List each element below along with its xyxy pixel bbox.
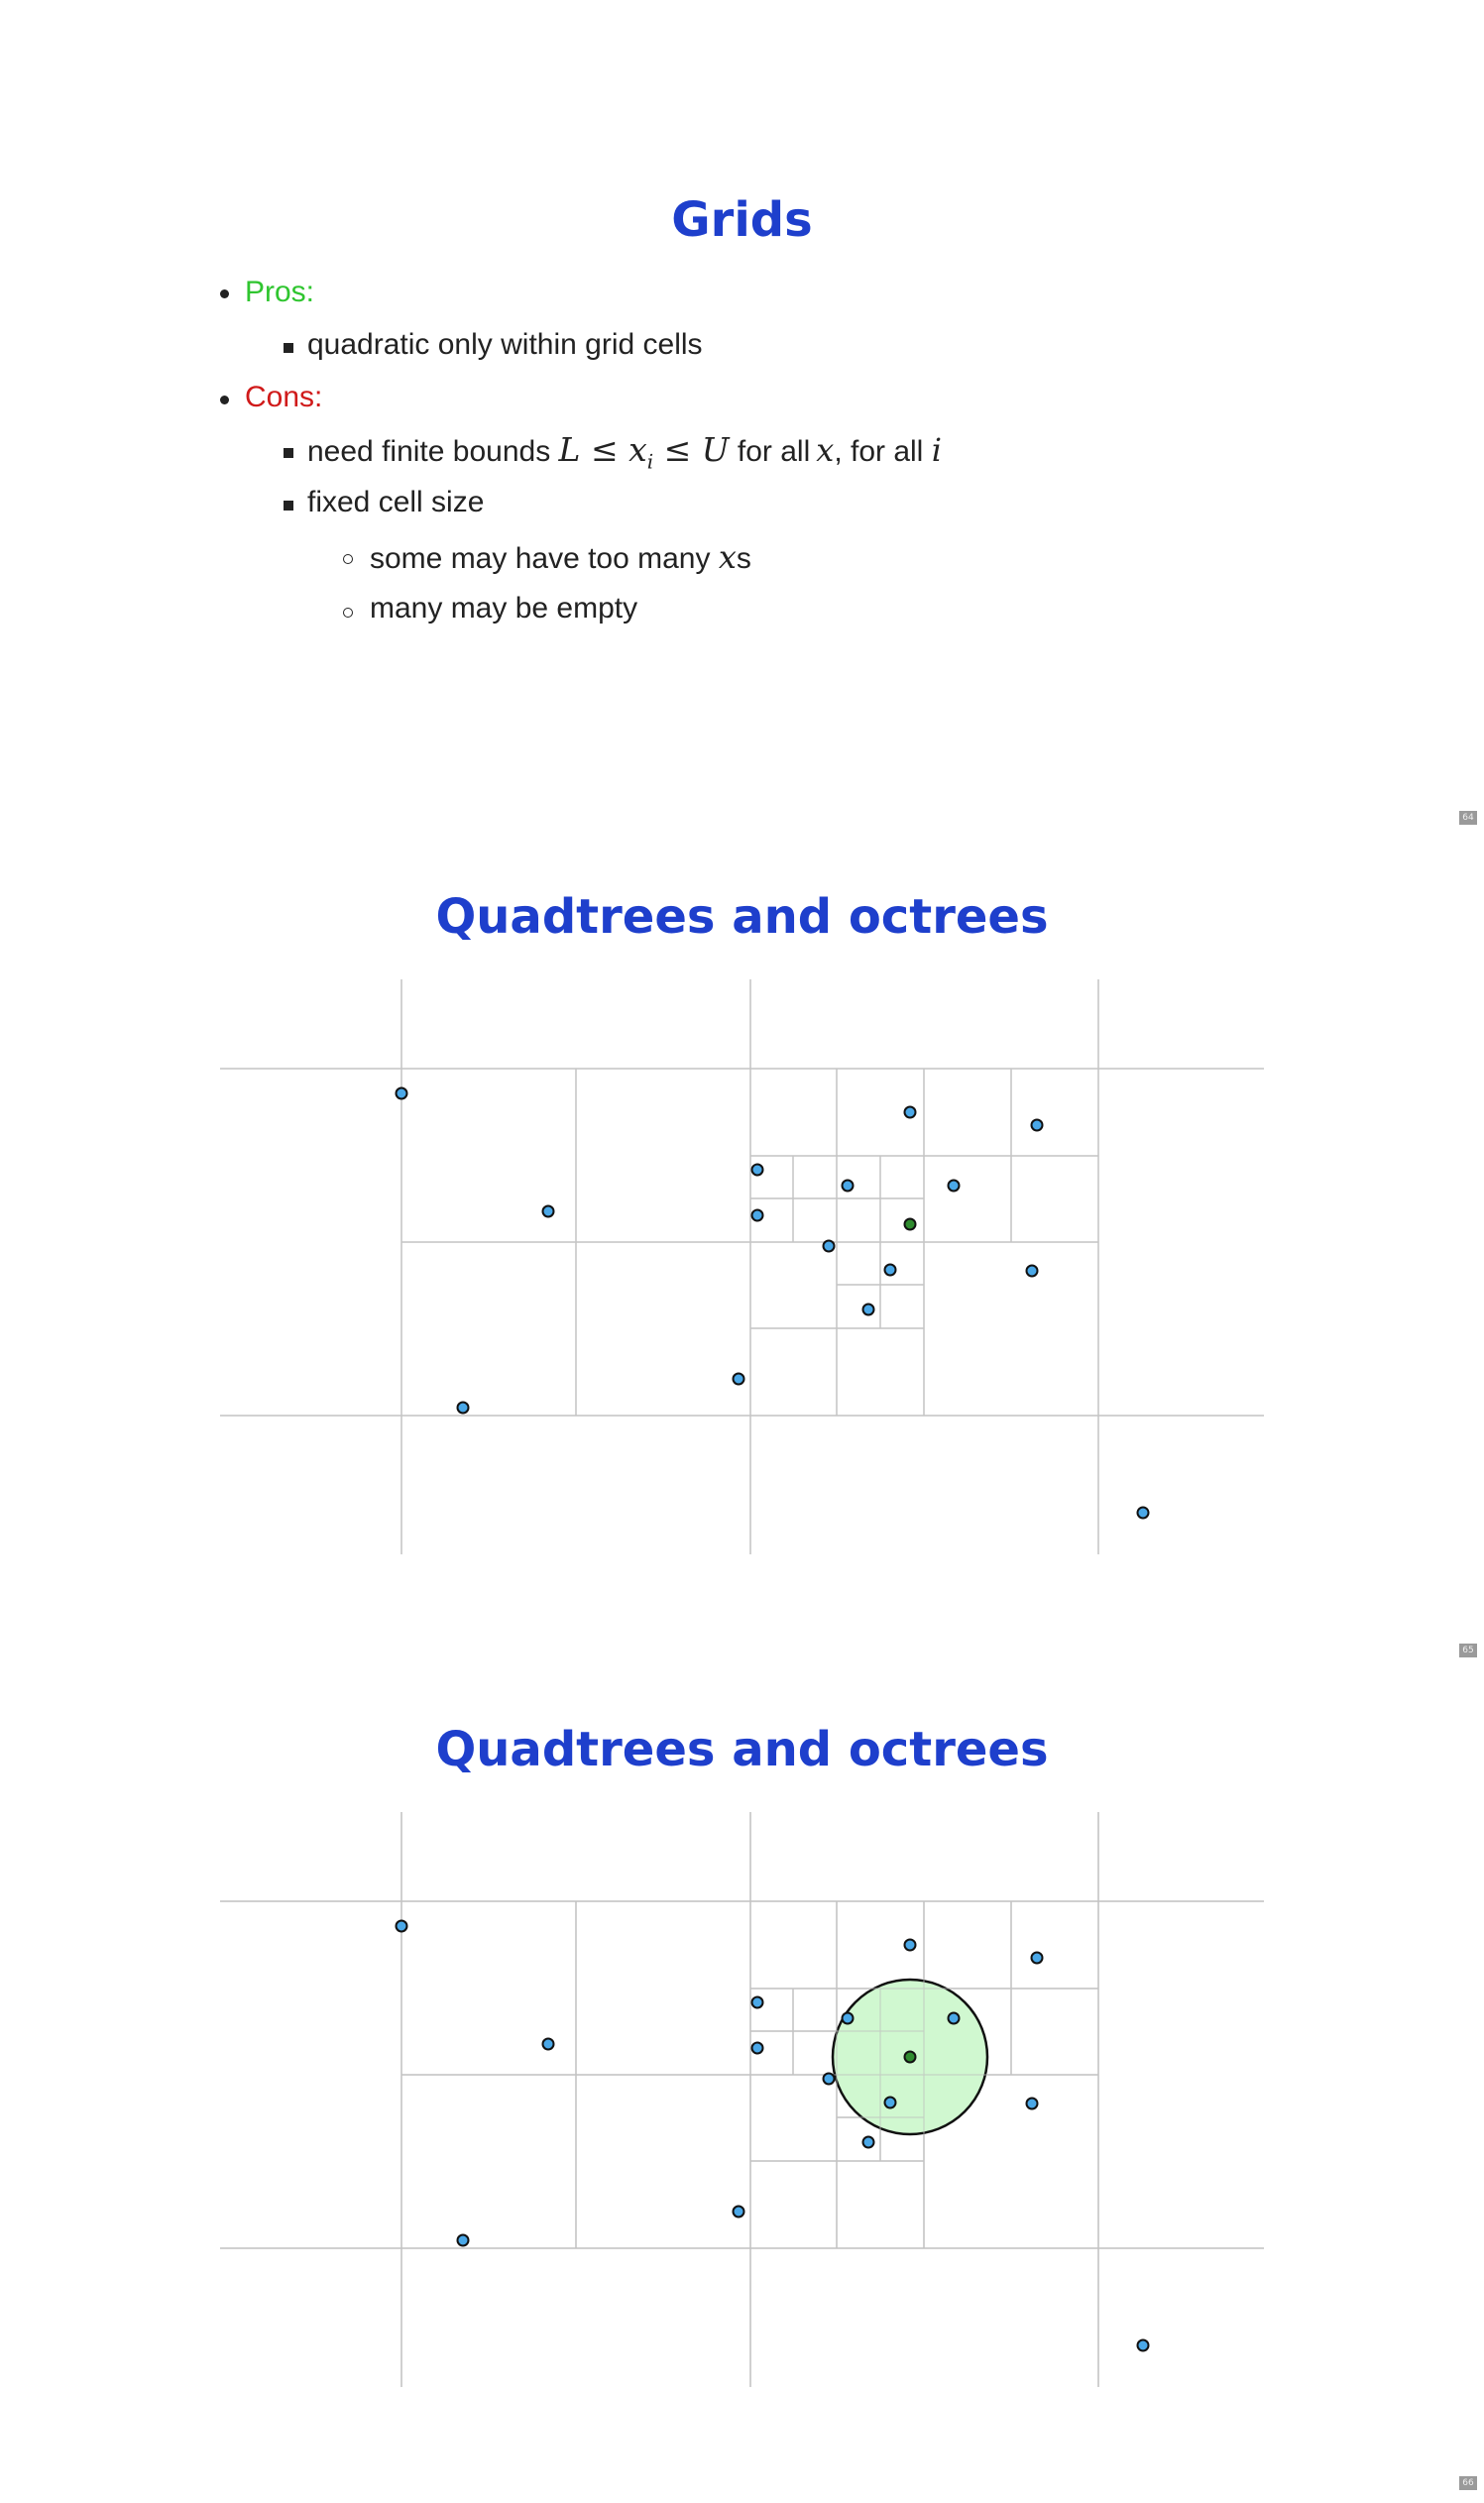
quadtree-query-diagram (220, 1812, 1264, 2387)
bullet-square-icon (284, 343, 293, 353)
slide-title: Grids (671, 192, 813, 248)
cons-item-bounds: need finite bounds L ≤ xi ≤ U for all x, … (307, 430, 942, 474)
slide-quadtrees-query: Quadtrees and octrees 66 (0, 1665, 1484, 2503)
cons-label: Cons: (245, 381, 323, 413)
data-point (861, 2135, 875, 2149)
data-point (732, 2205, 745, 2219)
bullet-square-icon (284, 501, 293, 511)
math-subscript: i (646, 449, 654, 474)
data-point (1030, 1118, 1044, 1132)
slide-grids: Grids Pros: quadratic only within grid c… (0, 0, 1484, 833)
cons-item-bounds-mid: for all (737, 435, 811, 468)
slide-title: Quadtrees and octrees (435, 1722, 1049, 1777)
slide-title: Quadtrees and octrees (435, 889, 1049, 945)
data-point (1025, 1264, 1039, 1278)
data-point (1136, 1506, 1150, 1520)
data-point (822, 1239, 836, 1253)
data-point (750, 1208, 764, 1222)
data-point (395, 1919, 408, 1933)
data-point (541, 1204, 555, 1218)
cons-item-bounds-mid2: , for all (834, 435, 924, 468)
pros-label: Pros: (245, 276, 315, 308)
data-point (732, 1372, 745, 1386)
data-point (541, 2037, 555, 2051)
page-number: 65 (1459, 1644, 1477, 1657)
cons-subitem-too-many: some may have too many xs (370, 538, 751, 576)
data-point (750, 2041, 764, 2055)
bullet-square-icon (284, 448, 293, 458)
data-point (750, 1163, 764, 1177)
data-point (861, 1303, 875, 1316)
math-i: i (931, 431, 942, 469)
data-point (841, 1179, 855, 1193)
data-point (883, 1263, 897, 1277)
pros-item: quadratic only within grid cells (307, 328, 703, 361)
data-point (1136, 2338, 1150, 2352)
data-point (456, 2233, 470, 2247)
data-point (883, 2096, 897, 2109)
cons-subitem-too-many-prefix: some may have too many (370, 542, 711, 575)
data-point (395, 1086, 408, 1100)
data-point (903, 1938, 917, 1952)
page-number: 64 (1459, 811, 1477, 825)
bullet-circle-icon (343, 608, 353, 618)
bullet-circle-icon (343, 554, 353, 564)
page-number: 66 (1459, 2476, 1477, 2490)
data-point (947, 2011, 961, 2025)
data-point (841, 2011, 855, 2025)
data-point (1030, 1951, 1044, 1965)
cons-subitem-empty: many may be empty (370, 592, 638, 625)
data-point (750, 1995, 764, 2009)
data-point (456, 1401, 470, 1415)
data-point (947, 1179, 961, 1193)
data-point (822, 2072, 836, 2086)
math-bounds-lhs: L ≤ x (558, 430, 647, 469)
quadtree-diagram (220, 979, 1264, 1554)
cons-subitem-too-many-suffix: s (736, 542, 751, 575)
data-point (903, 1105, 917, 1119)
cons-item-bounds-prefix: need finite bounds (307, 435, 551, 468)
bullet-dot-icon (220, 289, 229, 298)
query-point (903, 2050, 917, 2064)
query-point (903, 1217, 917, 1231)
bullet-dot-icon (220, 396, 229, 404)
math-bounds-rhs: ≤ U (653, 430, 730, 469)
cons-item-cell-size: fixed cell size (307, 486, 485, 518)
math-bounds: L ≤ xi ≤ U (558, 430, 730, 474)
slide-quadtrees: Quadtrees and octrees 65 (0, 833, 1484, 1665)
math-x: x (816, 431, 835, 469)
math-x: x (718, 538, 737, 576)
data-point (1025, 2097, 1039, 2110)
